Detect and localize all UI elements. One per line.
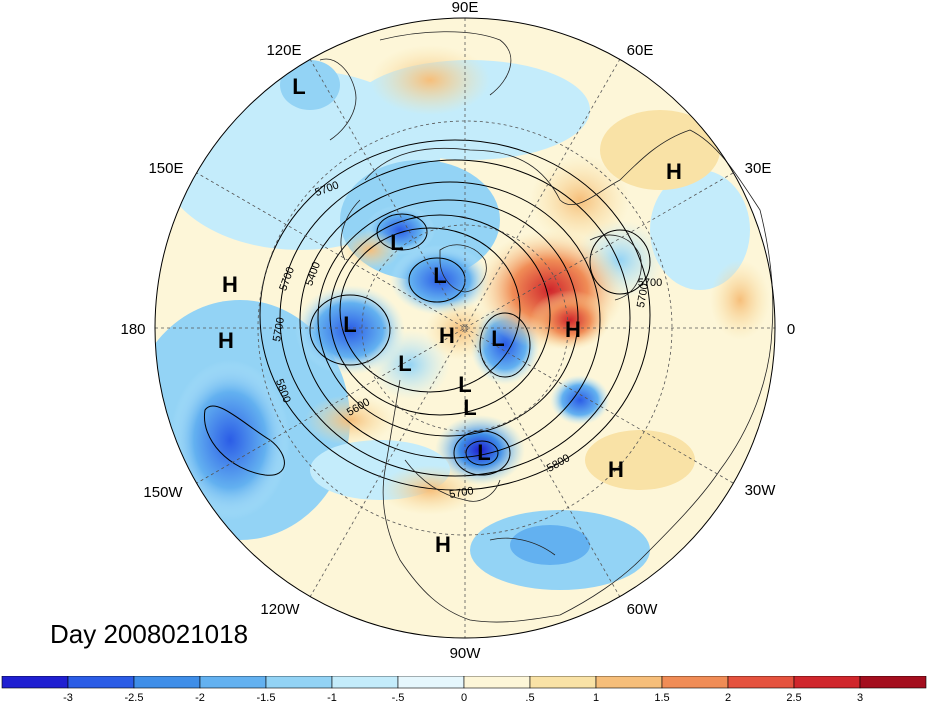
lon-label-30e: 30E (745, 160, 772, 177)
map-boundary (154, 17, 776, 639)
colorbar-box (265, 676, 333, 689)
lon-label-60w: 60W (627, 601, 659, 618)
date-label: Day 2008021018 (50, 619, 249, 649)
lon-label-90e: 90E (452, 0, 479, 16)
low-marker: L (390, 230, 403, 255)
lon-label-60e: 60E (627, 42, 654, 59)
colorbar-box (859, 676, 927, 689)
low-marker: L (433, 263, 446, 288)
height-contours (203, 139, 651, 491)
lon-label-180: 180 (120, 321, 145, 338)
low-marker: L (491, 326, 504, 351)
pressure-centers: L L L L L L L L L H H H H H H H (218, 74, 682, 557)
low-marker: L (398, 351, 411, 376)
colorbar-box (331, 676, 399, 689)
colorbar-tick-label: 2 (725, 692, 731, 702)
colorbar-box (793, 676, 861, 689)
colorbar-box (67, 676, 135, 689)
colorbar-tick-label: -2.5 (125, 692, 144, 702)
colorbar-box (397, 676, 465, 689)
lon-label-120e: 120E (266, 42, 301, 59)
high-marker: H (608, 457, 624, 482)
colorbar-box (1, 676, 69, 689)
contour-label: 5700 (638, 277, 662, 289)
colorbar-tick-label: -.5 (392, 692, 405, 702)
colorbar-box (595, 676, 663, 689)
colorbar: -3 -2.5 -2 -1.5 -1 -.5 0 .5 1 1.5 2 2.5 3 (1, 676, 927, 702)
colorbar-tick-label: .5 (525, 692, 534, 702)
colorbar-box (727, 676, 795, 689)
lon-label-150e: 150E (148, 160, 183, 177)
colorbar-tick-label: 0 (461, 692, 467, 702)
colorbar-tick-label: -1.5 (257, 692, 276, 702)
colorbar-tick-label: 1 (593, 692, 599, 702)
colorbar-box (661, 676, 729, 689)
lon-label-30w: 30W (745, 482, 777, 499)
colorbar-box (133, 676, 201, 689)
colorbar-tick-label: -2 (195, 692, 205, 702)
colorbar-tick-label: 2.5 (786, 692, 801, 702)
contour-label: 5700 (635, 282, 651, 308)
high-marker: H (435, 532, 451, 557)
low-marker: L (458, 372, 471, 397)
longitude-labels: 90E 60E 30E 0 30W 60W 90W 120W 150W 180 … (120, 0, 795, 662)
colorbar-tick-label: 3 (857, 692, 863, 702)
lon-label-90w: 90W (450, 645, 482, 662)
contour-label: 5700 (448, 485, 474, 501)
contour-label: 5700 (271, 316, 287, 342)
lon-label-0: 0 (787, 321, 795, 338)
low-marker: L (292, 74, 305, 99)
lat-lon-grid (155, 18, 775, 638)
colorbar-box (529, 676, 597, 689)
colorbar-box (463, 676, 531, 689)
colorbar-box (199, 676, 267, 689)
colorbar-tick-label: -3 (63, 692, 73, 702)
high-marker: H (666, 159, 682, 184)
lon-label-150w: 150W (143, 484, 183, 501)
high-marker: H (439, 323, 455, 348)
anomaly-field (155, 18, 775, 638)
coastlines (319, 31, 774, 623)
high-marker: H (565, 317, 581, 342)
high-marker: H (218, 328, 234, 353)
polar-map: 90E 60E 30E 0 30W 60W 90W 120W 150W 180 … (120, 0, 795, 662)
colorbar-tick-label: 1.5 (654, 692, 669, 702)
colorbar-tick-label: -1 (327, 692, 337, 702)
low-marker: L (477, 440, 490, 465)
low-marker: L (343, 312, 356, 337)
low-marker: L (463, 395, 476, 420)
colorbar-boxes (1, 676, 927, 689)
colorbar-labels: -3 -2.5 -2 -1.5 -1 -.5 0 .5 1 1.5 2 2.5 3 (63, 692, 863, 702)
high-marker: H (222, 272, 238, 297)
lon-label-120w: 120W (260, 601, 300, 618)
